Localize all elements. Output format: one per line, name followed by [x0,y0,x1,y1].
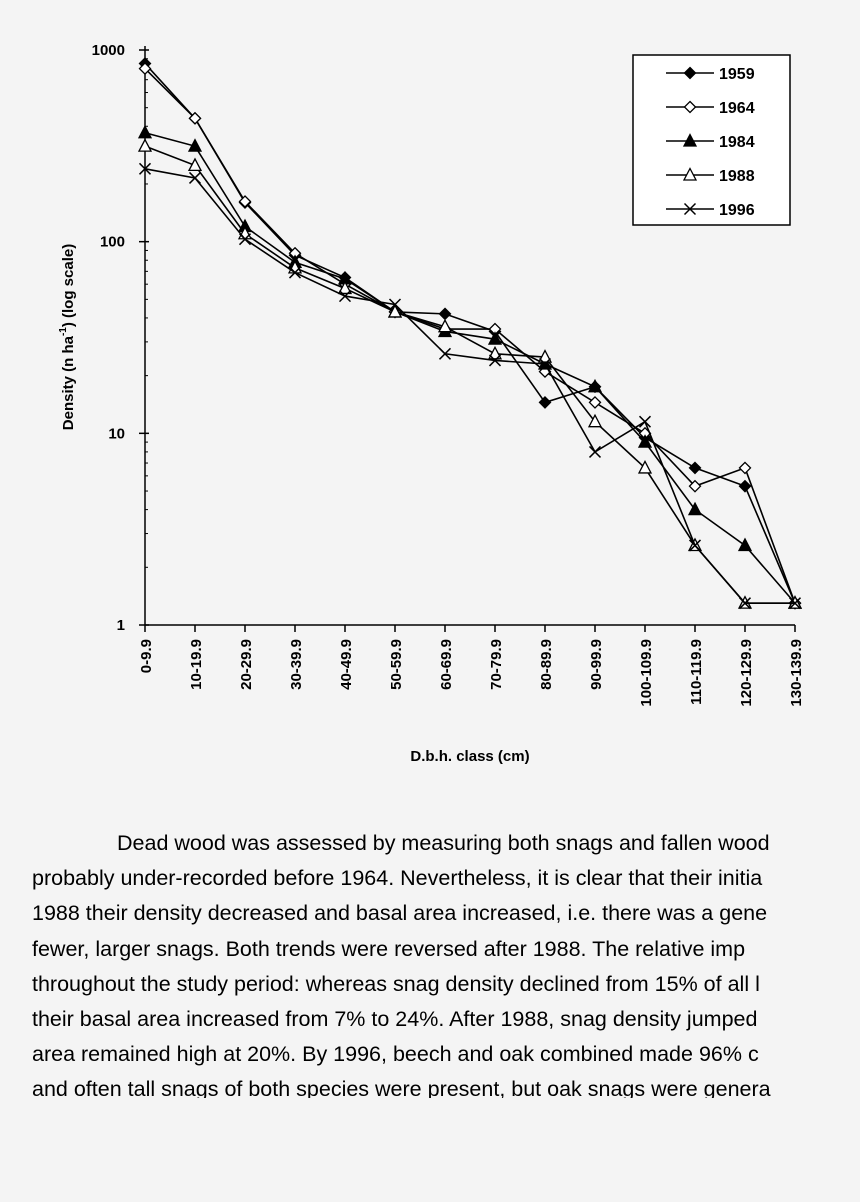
data-point [487,345,503,360]
data-point [138,162,152,175]
data-point [537,349,553,363]
data-point [738,479,752,493]
data-point [288,266,302,279]
data-point [188,111,202,125]
data-point [638,415,652,428]
data-point [388,298,402,311]
x-tick-label: 90-99.9 [588,639,605,690]
data-point [683,202,697,216]
legend-label: 1959 [719,66,755,83]
x-tick-label: 110-119.9 [688,639,705,705]
data-point [437,318,453,333]
data-point [187,138,203,152]
data-point [637,434,653,448]
data-point [788,597,802,610]
paragraph-line: their basal area increased from 7% to 24… [32,1007,758,1032]
y-axis-label-superscript: -1 [58,327,69,336]
legend-label: 1996 [719,202,755,219]
paragraph-line: Dead wood was assessed by measuring both… [117,831,770,855]
legend-label: 1984 [719,134,755,151]
chart-axes: 1 10 100 1000 0-9.9 10-19.9 20-29.9 30-39.9 40-4… [92,42,805,707]
x-tick-label: 70-79.9 [488,639,505,690]
paragraph-line: probably under-recorded before 1964. Nev… [32,866,763,891]
x-tick-label: 60-69.9 [438,639,455,690]
paragraph-line: throughout the study period: whereas sna… [32,971,760,996]
chart-legend: 1959 1964 1984 1988 1996 [632,54,791,226]
paragraph-line: fewer, larger snags. Both trends were re… [32,936,746,961]
data-point [538,395,552,409]
data-point [387,304,403,318]
data-point [238,195,252,208]
series-line [144,62,796,604]
x-tick-label: 130-139.9 [788,639,805,707]
data-point [682,133,698,147]
legend-entry: 1959 [666,66,755,83]
body-paragraph: Dead wood was assessed by measuring both… [32,826,830,1098]
data-point [587,413,603,428]
data-point [687,501,703,516]
y-tick-label: 10 [108,425,125,442]
legend-entry: 1996 [666,202,755,219]
legend-entry: 1964 [666,100,755,117]
y-tick-label: 1 [117,617,125,634]
data-point [588,445,602,458]
legend-box [632,54,791,226]
x-tick-label: 0-9.9 [138,639,155,673]
series-line [144,68,796,604]
density-chart: 1 10 100 1000 0-9.9 10-19.9 20-29.9 30-39.9 40-4… [58,42,805,765]
x-tick-label: 20-29.9 [238,639,255,690]
series-line [144,145,795,604]
legend-entry: 1988 [666,167,755,185]
data-point [438,307,452,321]
data-point [738,597,752,610]
x-tick-label: 100-109.9 [638,639,655,707]
data-point [737,537,753,552]
data-point [688,539,702,552]
data-point [637,460,653,474]
data-point [683,100,697,114]
legend-entry: 1984 [666,133,755,151]
legend-label: 1964 [719,100,755,117]
data-point [438,347,452,360]
data-point [137,124,153,139]
data-point [238,233,252,246]
legend-label: 1988 [719,168,755,185]
series-1996 [138,162,802,610]
data-point [337,280,353,295]
data-point [688,461,702,475]
data-point [487,331,503,345]
data-point [188,171,202,184]
data-point [682,167,698,181]
paragraph-line: area remained high at 20%. By 1996, beec… [32,1042,759,1067]
series-line [144,168,795,604]
data-point [587,378,603,393]
x-tick-label: 10-19.9 [188,639,205,690]
x-axis-label: D.b.h. class (cm) [410,748,529,765]
y-axis-label-tail: ) (log scale) [60,244,77,327]
x-tick-label: 30-39.9 [288,639,305,690]
x-tick-label: 50-59.9 [388,639,405,690]
y-tick-label: 1000 [92,42,125,59]
y-axis-label: Density (n ha-1) (log scale) [58,244,77,430]
y-tick-label: 100 [100,234,125,251]
chart-series [137,57,803,610]
data-point [488,354,502,367]
data-point [187,157,203,172]
x-tick-label: 80-89.9 [538,639,555,690]
data-point [538,357,552,371]
data-point [138,62,152,75]
data-point [688,479,702,493]
paragraph-line: and often tall snags of both species wer… [32,1077,771,1098]
data-point [588,395,602,409]
x-tick-label: 40-49.9 [338,639,355,690]
data-point [738,461,752,475]
data-point [338,290,352,303]
x-tick-label: 120-129.9 [738,639,755,707]
data-point [137,138,153,152]
paragraph-line: 1988 their density decreased and basal a… [32,901,768,926]
data-point [683,66,697,80]
series-line [144,131,796,604]
